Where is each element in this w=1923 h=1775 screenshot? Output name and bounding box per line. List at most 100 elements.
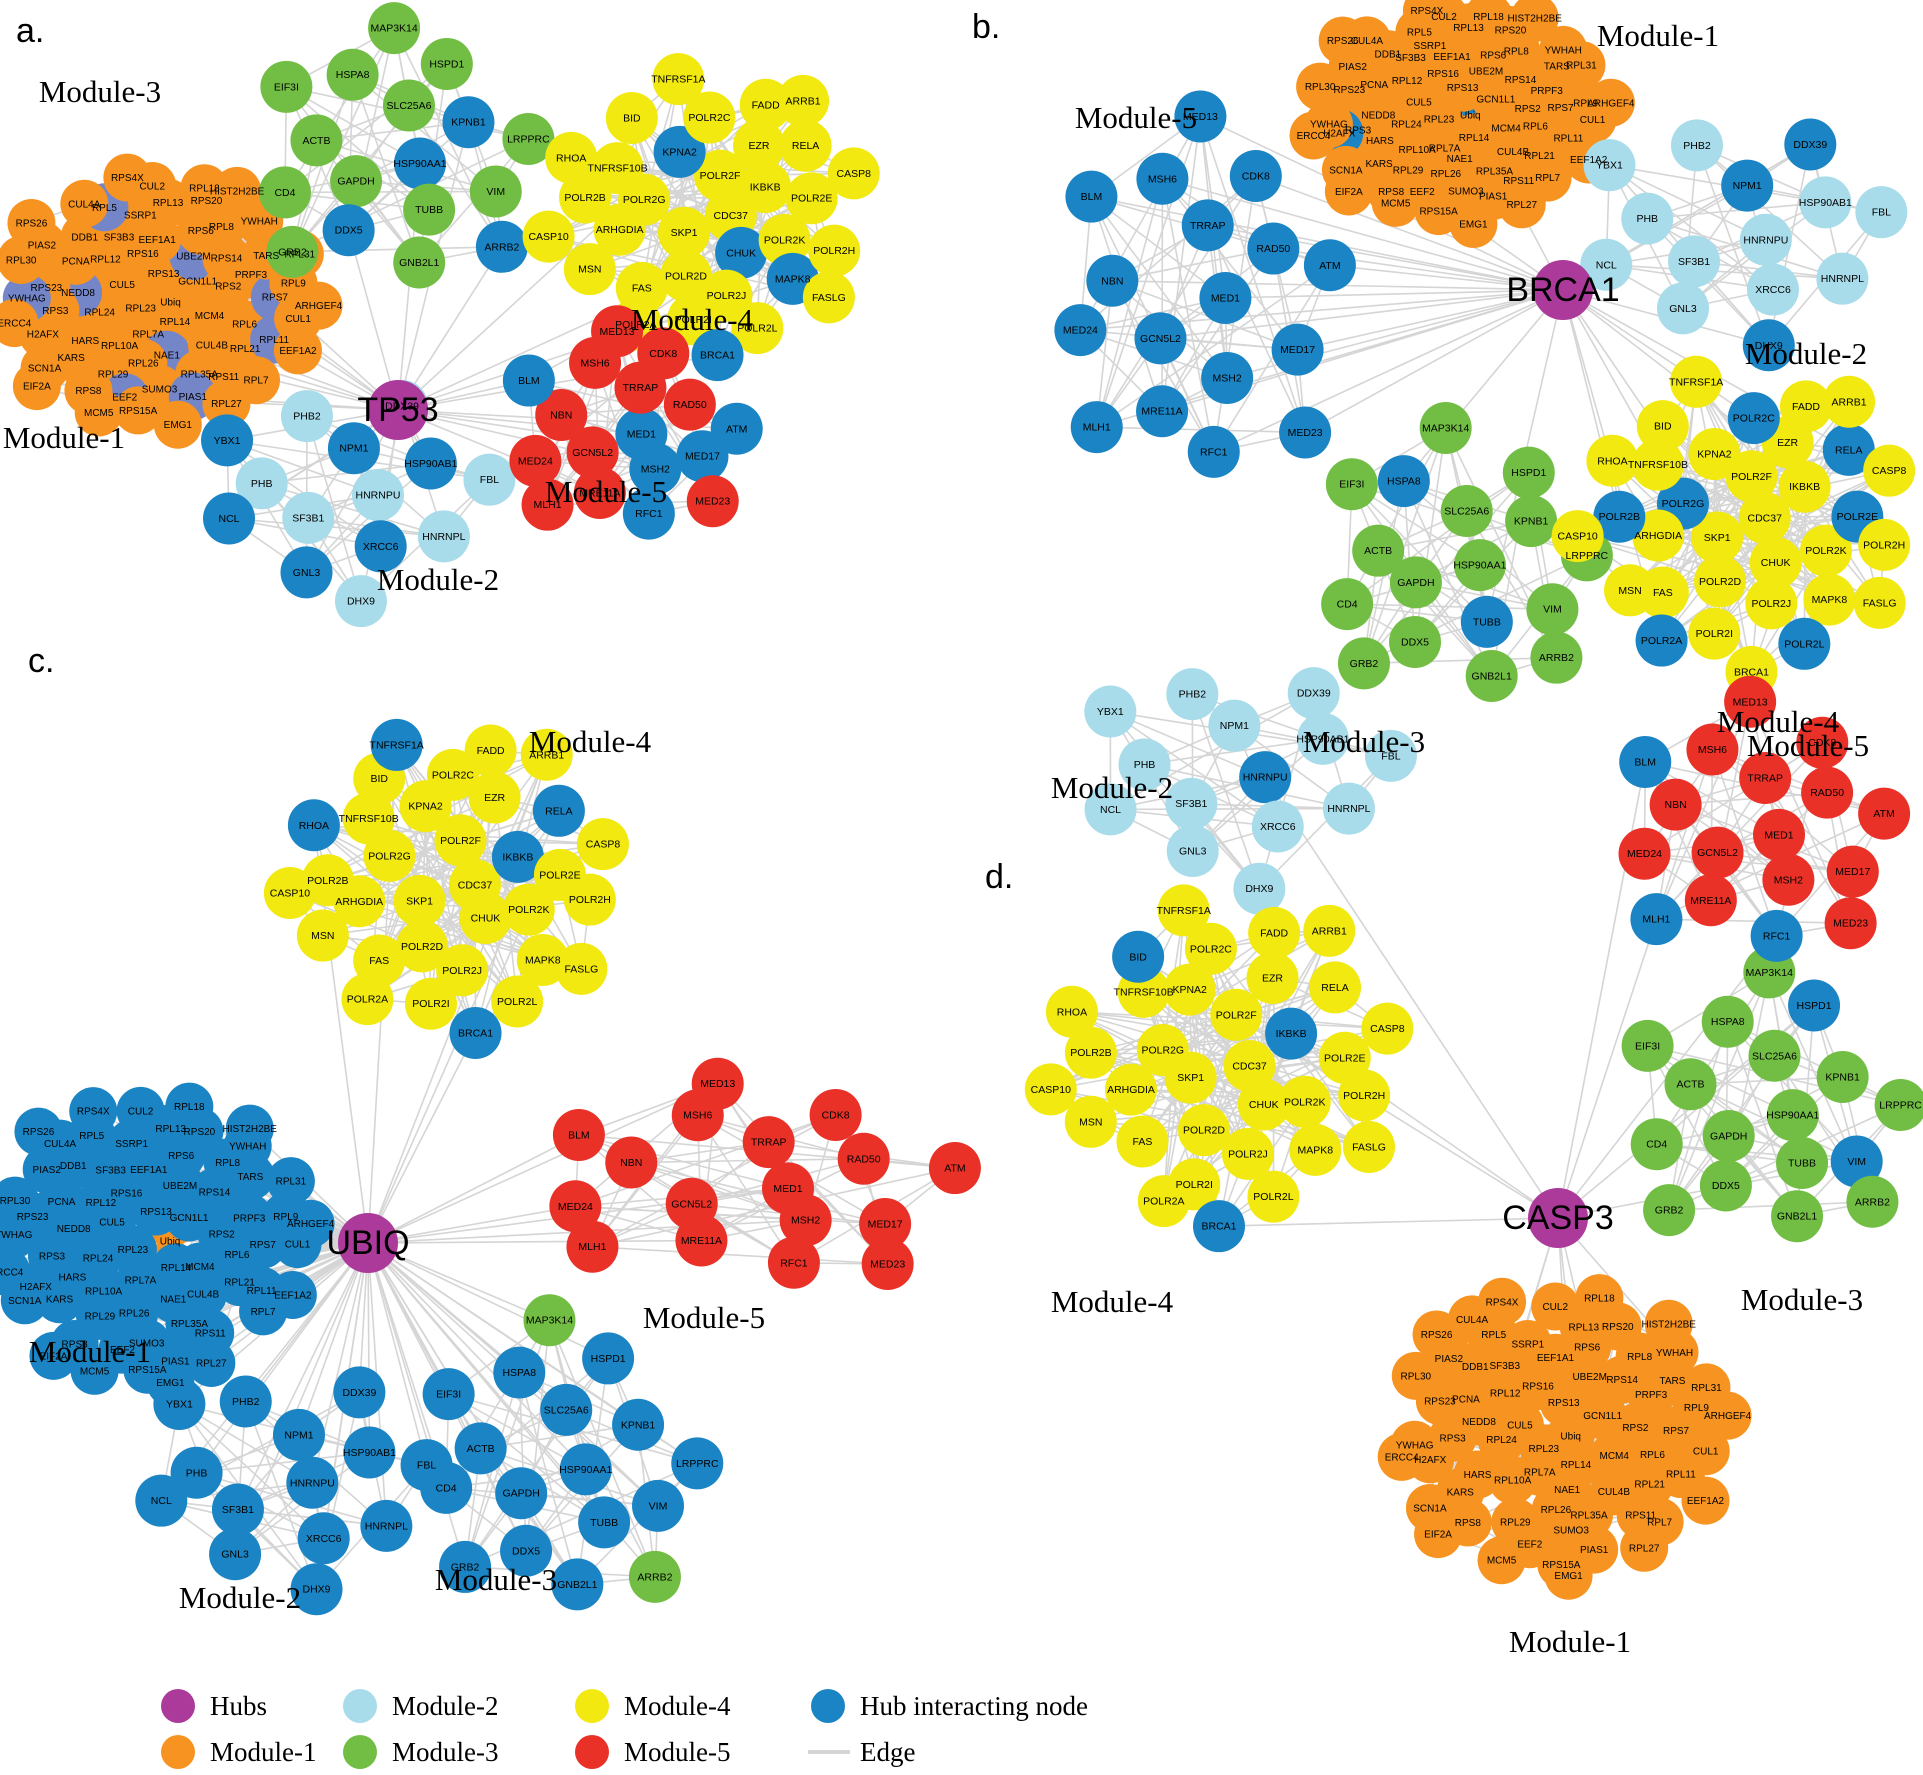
node-label: LRPPRC xyxy=(507,133,550,145)
edge xyxy=(1112,280,1298,351)
node-label: MCM5 xyxy=(1487,1556,1517,1567)
node-label: RPS23 xyxy=(31,283,63,294)
network-node xyxy=(1688,607,1741,660)
node-label: ARRB1 xyxy=(1312,925,1347,937)
cluster-b-module-5 xyxy=(1054,90,1356,478)
node-label: NBN xyxy=(550,409,572,421)
node-label: RAD50 xyxy=(1256,243,1290,255)
node-label: HSPD1 xyxy=(1511,467,1546,479)
network-node xyxy=(1618,827,1671,880)
edge xyxy=(1351,483,1488,623)
node-label: RPL21 xyxy=(1524,151,1555,162)
node-label: GAPDH xyxy=(503,1488,540,1500)
network-node xyxy=(566,1220,619,1273)
network-node xyxy=(1703,1391,1752,1440)
node-label: RAD50 xyxy=(673,399,707,411)
network-node xyxy=(739,161,792,214)
node-label: SCN1A xyxy=(28,364,62,375)
network-node xyxy=(593,203,646,256)
node-label: GCN1L1 xyxy=(170,1213,209,1224)
network-node xyxy=(1184,922,1237,975)
node-label: HIST2H2BE xyxy=(210,186,265,197)
node-label: TARS xyxy=(237,1172,263,1183)
node-label: YWHAG xyxy=(1396,1440,1434,1451)
node-label: SSRP1 xyxy=(124,211,157,222)
node-label: MCM4 xyxy=(185,1262,215,1273)
node-label: CUL1 xyxy=(1693,1447,1719,1458)
node-label: FAS xyxy=(1653,587,1673,599)
node-label: GNL3 xyxy=(221,1549,249,1561)
node-label: MED24 xyxy=(1063,325,1098,337)
network-node xyxy=(1656,282,1709,335)
network-node xyxy=(779,1194,832,1247)
network-node xyxy=(1688,428,1741,481)
node-label: SF3B3 xyxy=(104,233,135,244)
node-label: SF3B3 xyxy=(1395,53,1426,64)
network-node xyxy=(520,728,573,781)
node-label: DDB1 xyxy=(71,233,98,244)
network-node xyxy=(808,224,861,277)
legend-item: Module-4 xyxy=(575,1689,731,1723)
module-label: Module-2 xyxy=(179,1580,301,1615)
network-node xyxy=(1858,787,1911,840)
edge xyxy=(1346,472,1530,605)
node-label: SCN1A xyxy=(1329,165,1363,176)
network-node xyxy=(74,388,123,437)
network-node xyxy=(1239,751,1292,804)
node-label: PCNA xyxy=(62,256,90,267)
network-node xyxy=(286,1456,339,1509)
edge xyxy=(576,1462,698,1585)
node-label: HSP90AB1 xyxy=(404,458,457,470)
node-label: RPL27 xyxy=(1506,200,1537,211)
network-node xyxy=(436,944,489,997)
node-label: CD4 xyxy=(436,1482,457,1494)
hub-node xyxy=(368,380,428,440)
edge xyxy=(1466,510,1558,659)
node-label: HNRNPL xyxy=(1821,273,1864,285)
node-label: TNFRSF10B xyxy=(588,163,648,175)
edge xyxy=(1258,755,1392,890)
node-label: CUL5 xyxy=(99,1217,125,1228)
node-label: RPL8 xyxy=(1627,1352,1652,1363)
node-label: FAS xyxy=(1133,1136,1153,1148)
node-label: RPL7A xyxy=(1429,143,1461,154)
network-node xyxy=(1024,1063,1077,1116)
node-label: MSH6 xyxy=(683,1110,712,1122)
node-label: POLR2E xyxy=(1837,511,1878,523)
node-label: RPS11 xyxy=(195,1328,226,1339)
network-node xyxy=(1192,1200,1245,1253)
cluster-a-module-2 xyxy=(201,379,516,628)
node-label: RPL6 xyxy=(232,320,257,331)
network-node xyxy=(1391,1351,1440,1400)
edge xyxy=(284,27,395,193)
edge xyxy=(1711,749,1778,937)
network-node xyxy=(495,1467,548,1520)
network-node xyxy=(1643,1184,1696,1237)
node-label: GRB2 xyxy=(1350,658,1379,670)
node-label: SUMO3 xyxy=(142,384,178,395)
node-label: GCN1L1 xyxy=(1583,1411,1622,1422)
node-label: RPS26 xyxy=(23,1127,55,1138)
network-node xyxy=(1636,400,1689,453)
node-label: SUMO3 xyxy=(1448,187,1484,198)
node-label: HSPD1 xyxy=(429,58,464,70)
network-node xyxy=(1464,0,1513,41)
network-node xyxy=(1586,78,1635,127)
edge xyxy=(1346,427,1447,605)
network-node xyxy=(1858,518,1911,571)
node-label: MCM4 xyxy=(1491,123,1521,134)
network-node xyxy=(187,1338,236,1387)
node-label: RPS6 xyxy=(1574,1342,1601,1353)
edge xyxy=(1656,918,1851,925)
legend-item: Module-3 xyxy=(343,1735,498,1769)
network-node xyxy=(675,1214,728,1267)
module-label: Module-2 xyxy=(377,562,499,597)
network-node xyxy=(523,1294,576,1347)
edge xyxy=(1668,1021,1729,1211)
node-label: TARS xyxy=(1544,62,1570,73)
network-node xyxy=(767,1236,820,1289)
node-label: CUL5 xyxy=(109,280,135,291)
network-node xyxy=(1776,1137,1829,1190)
network-node xyxy=(509,434,562,487)
node-label: KPNB1 xyxy=(1514,516,1549,528)
